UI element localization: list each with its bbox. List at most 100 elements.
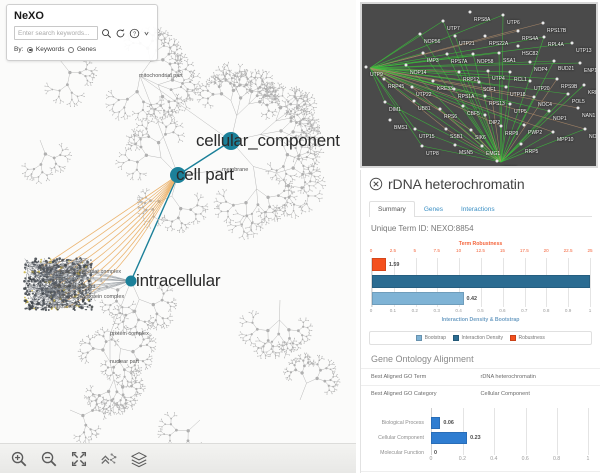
gene-node-label[interactable]: UTP20 xyxy=(534,86,550,92)
gene-node-label[interactable]: RPS17B xyxy=(547,28,567,34)
gene-node-label[interactable]: ENP1 xyxy=(584,68,598,74)
tree-node-label-major[interactable]: intracellular xyxy=(136,271,221,290)
close-circle-icon[interactable] xyxy=(369,177,383,191)
gene-node-label[interactable]: RRP5 xyxy=(525,149,539,155)
bar-interaction-density[interactable] xyxy=(372,275,590,288)
chevron-down-icon[interactable] xyxy=(143,28,150,39)
gene-node-label[interactable]: RPL4A xyxy=(548,42,564,48)
layers-icon[interactable] xyxy=(130,450,148,468)
gene-node-label[interactable]: NAN1 xyxy=(582,113,596,119)
gene-node-label[interactable]: PWP2 xyxy=(528,130,543,136)
gene-node-label[interactable]: RPS4A xyxy=(522,36,539,42)
gene-node-label[interactable]: RRP9 xyxy=(505,131,519,137)
gene-node-label[interactable]: RPS8A xyxy=(474,17,491,23)
gene-node-label[interactable]: UB81 xyxy=(418,106,431,112)
gene-node-label[interactable]: NOP1 xyxy=(553,116,567,122)
gene-node-label[interactable]: NOP6 xyxy=(589,134,597,140)
gene-node-label[interactable]: RPS9B xyxy=(561,84,578,90)
go-alignment-chart: 0 0.2 0.4 0.6 0.8 1 Biological Process 0.06 Cell… xyxy=(369,408,592,465)
gene-node-label[interactable]: RPS13 xyxy=(489,101,505,107)
gene-node-label[interactable]: MSN5 xyxy=(459,150,473,156)
gene-node-label[interactable]: UTP9 xyxy=(370,72,383,78)
tree-node-label-minor[interactable]: preribosome xyxy=(46,304,77,310)
legend-item-bootstrap[interactable]: Bootstrap xyxy=(416,335,446,341)
gene-node-label[interactable]: RCL1 xyxy=(514,77,527,83)
go-bar[interactable] xyxy=(431,417,441,429)
bar-robustness[interactable] xyxy=(372,258,386,271)
gene-node-label[interactable]: UTP22 xyxy=(416,92,432,98)
gene-node-label[interactable]: DIP2 xyxy=(489,120,501,126)
legend-item-interaction-density[interactable]: Interaction Density xyxy=(453,335,503,341)
gene-node-label[interactable]: UTP4 xyxy=(492,76,505,82)
gene-node-label[interactable]: CBF5 xyxy=(467,111,480,117)
radio-genes[interactable]: Genes xyxy=(68,46,96,53)
search-input[interactable] xyxy=(14,26,98,40)
gene-node-label[interactable]: UTP8 xyxy=(426,151,439,157)
search-icon[interactable] xyxy=(101,28,112,39)
search-panel[interactable]: NeXO ? By: xyxy=(6,4,158,61)
legend-item-robustness[interactable]: Robustness xyxy=(509,335,545,341)
collapse-icon[interactable] xyxy=(100,450,118,468)
gene-node-label[interactable]: SOF1 xyxy=(483,87,497,93)
gene-node-label[interactable]: UTP6 xyxy=(507,20,520,26)
chart-top-axis: 0 2.5 5 7.5 10 12.5 15 17.5 20 22.5 25 xyxy=(370,248,593,257)
gene-node-label[interactable]: DIM1 xyxy=(389,107,401,113)
gene-node-label[interactable]: MPP10 xyxy=(557,137,574,143)
gene-node-label[interactable]: RPS22A xyxy=(489,41,509,47)
gene-node-label[interactable]: NOP14 xyxy=(410,70,427,76)
gene-node-label[interactable]: RPS7A xyxy=(451,59,468,65)
radio-keywords[interactable]: Keywords xyxy=(27,46,64,53)
tree-node-label-minor[interactable]: protein complex xyxy=(110,331,149,337)
tab-interactions[interactable]: Interactions xyxy=(460,206,495,213)
gene-node-label[interactable]: IMP3 xyxy=(427,58,439,64)
gene-node-label[interactable]: NOP4 xyxy=(534,67,548,73)
gene-node-label[interactable]: EMG1 xyxy=(486,151,501,157)
gene-node-label[interactable]: RRP45 xyxy=(388,84,405,90)
gene-node-label[interactable]: UTP18 xyxy=(510,92,526,98)
gene-node-label[interactable]: SIK6 xyxy=(475,135,486,141)
gene-node-label[interactable]: UTP5 xyxy=(514,109,527,115)
tree-node-label-minor[interactable]: macromolecular complex xyxy=(60,269,122,275)
help-icon[interactable]: ? xyxy=(129,28,140,39)
gene-node-label[interactable]: RPS1A xyxy=(458,94,475,100)
fit-screen-icon[interactable] xyxy=(70,450,88,468)
tree-node-label-minor[interactable]: membrane xyxy=(222,167,249,173)
gene-node-label[interactable]: NOP58 xyxy=(477,59,494,65)
tree-node-label-minor[interactable]: ribonucleoprotein complex xyxy=(60,294,125,300)
gene-node-label[interactable]: UTP15 xyxy=(419,134,435,140)
gene-node-label[interactable]: KRE33 xyxy=(437,86,453,92)
bar-bootstrap[interactable] xyxy=(372,292,464,305)
gene-node-label[interactable]: BMS1 xyxy=(394,125,408,131)
tab-summary[interactable]: Summary xyxy=(369,201,415,217)
legend-label-bootstrap: Bootstrap xyxy=(424,335,447,341)
refresh-icon[interactable] xyxy=(115,28,126,39)
gene-node-label[interactable]: SSA1 xyxy=(503,58,516,64)
gene-node-label[interactable]: BUD21 xyxy=(558,66,575,72)
gene-node-label[interactable]: RPS6 xyxy=(444,114,458,120)
gene-node-label[interactable]: POL5 xyxy=(572,99,585,105)
search-row: ? xyxy=(14,26,150,40)
gene-node-label[interactable]: NOC4 xyxy=(538,102,552,108)
axis-tick-top: 10 xyxy=(456,248,462,253)
tree-node-label-minor[interactable]: ribosomal subunit xyxy=(52,284,96,290)
tab-genes[interactable]: Genes xyxy=(423,206,443,213)
tree-graph xyxy=(21,26,341,458)
gene-node-label[interactable]: HSC82 xyxy=(522,51,539,57)
gene-network-panel[interactable]: UTP9 RPS8A UTP6 UTP7 RPS17B NOP56 UTP21 RPS22A R… xyxy=(360,2,598,168)
gene-node-label[interactable]: UTP10 xyxy=(501,166,517,168)
tree-node-label-minor[interactable]: nuclear part xyxy=(110,359,140,365)
gene-node-label[interactable]: KRI1 xyxy=(588,90,597,96)
gene-node-label[interactable]: UTP7 xyxy=(447,26,460,32)
tree-node-label-minor[interactable]: mitochondrial part xyxy=(139,73,183,79)
gene-node-label[interactable]: SSB1 xyxy=(450,134,463,140)
gene-node-label[interactable]: UTP21 xyxy=(459,41,475,47)
gene-node-label[interactable]: RRP12 xyxy=(463,77,480,83)
go-bar[interactable] xyxy=(431,432,468,444)
zoom-in-icon[interactable] xyxy=(10,450,28,468)
gene-node-label[interactable]: NOP56 xyxy=(424,39,441,45)
tree-node-label-major[interactable]: cell part xyxy=(176,165,234,184)
zoom-out-icon[interactable] xyxy=(40,450,58,468)
gene-node-label[interactable]: UTP13 xyxy=(576,48,592,54)
tree-node-label-major[interactable]: cellular_component xyxy=(196,131,340,150)
